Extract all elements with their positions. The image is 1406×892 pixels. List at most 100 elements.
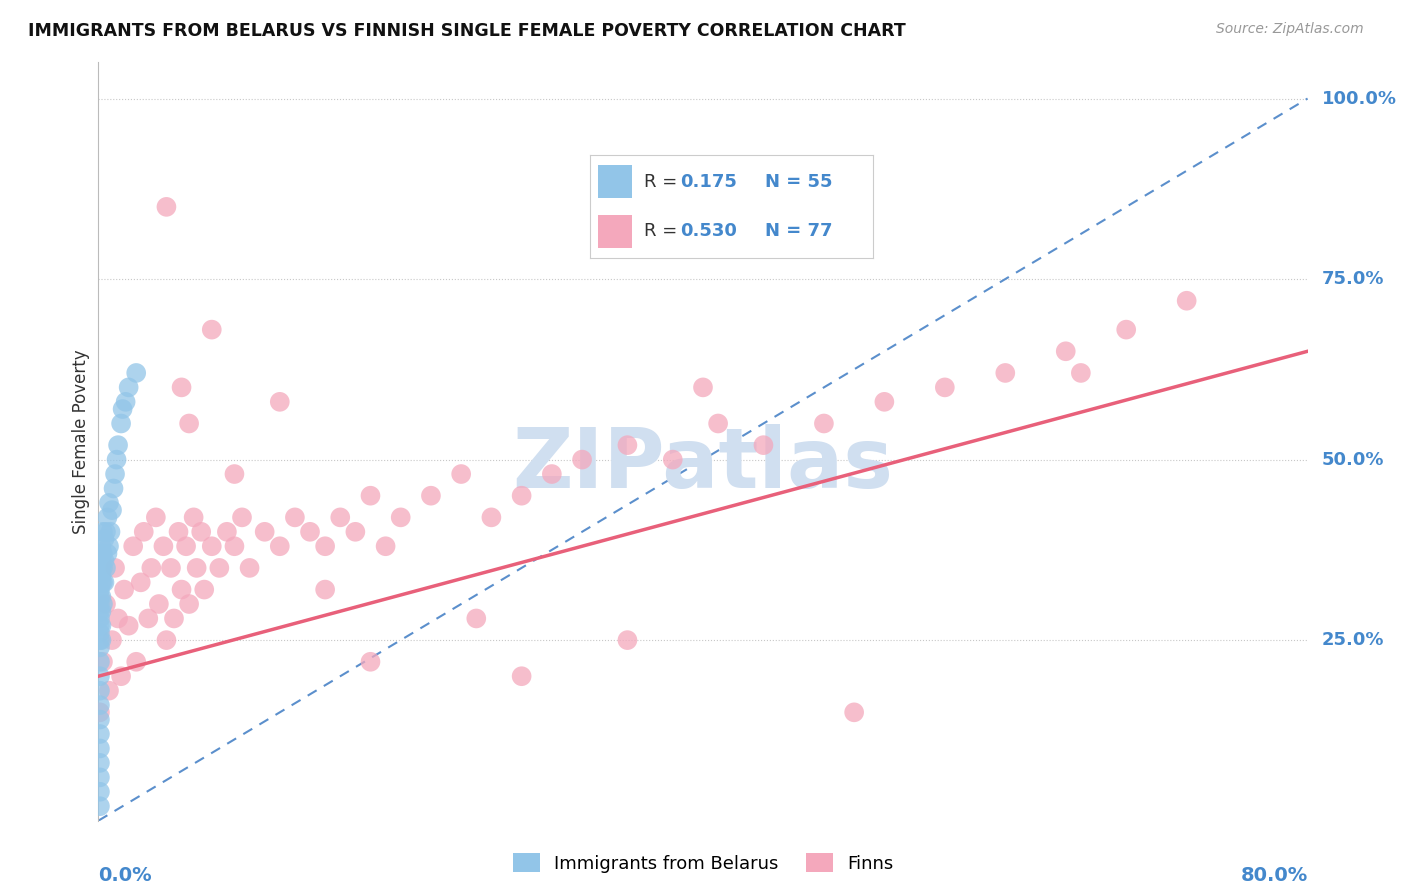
Point [89,698,111,712]
Point [329,510,352,524]
Point [104,467,127,481]
Point [148,597,170,611]
Point [90,568,112,582]
Point [170,582,193,597]
Point [93,575,115,590]
Point [269,539,291,553]
Point [90,561,112,575]
Text: 100.0%: 100.0% [1322,89,1398,108]
Point [136,611,159,625]
Point [125,655,148,669]
Point [89,799,111,814]
Text: N = 55: N = 55 [765,173,832,191]
Point [616,633,638,648]
Point [91,561,114,575]
Point [314,582,336,597]
Y-axis label: Single Female Poverty: Single Female Poverty [72,350,90,533]
Point [112,582,135,597]
Point [110,669,132,683]
Point [844,706,866,720]
Point [90,604,112,618]
Point [201,539,224,553]
Point [420,489,443,503]
Point [481,510,503,524]
Point [89,633,111,648]
Text: 50.0%: 50.0% [1322,450,1385,468]
Point [167,524,190,539]
Point [96,510,118,524]
Point [752,438,775,452]
Point [89,683,111,698]
Point [190,524,212,539]
Point [90,633,112,648]
Point [269,394,291,409]
Point [1054,344,1077,359]
Point [873,394,896,409]
Point [141,561,163,575]
Point [91,575,114,590]
Point [1115,323,1137,337]
Point [374,539,396,553]
Point [89,655,111,669]
Point [90,618,112,632]
Point [94,597,117,611]
Point [98,683,121,698]
Point [571,452,593,467]
Point [1070,366,1092,380]
Point [314,539,336,553]
Point [183,510,205,524]
Point [90,575,112,590]
Point [89,756,111,770]
Point [104,561,127,575]
Point [253,524,276,539]
Point [89,582,111,597]
Point [132,524,155,539]
Point [89,604,111,618]
Point [813,417,835,431]
Text: IMMIGRANTS FROM BELARUS VS FINNISH SINGLE FEMALE POVERTY CORRELATION CHART: IMMIGRANTS FROM BELARUS VS FINNISH SINGL… [28,22,905,40]
Point [224,467,246,481]
Point [90,554,112,568]
Point [510,669,533,683]
Point [692,380,714,394]
Point [284,510,307,524]
Point [616,438,638,452]
Point [91,524,114,539]
Point [994,366,1017,380]
Point [360,655,382,669]
Point [103,482,125,496]
Point [224,539,246,553]
Point [89,597,111,611]
Point [934,380,956,394]
Point [239,561,262,575]
Point [89,618,111,632]
Point [193,582,215,597]
Point [89,611,111,625]
Point [101,633,124,648]
Point [91,546,114,560]
Point [89,669,111,683]
Point [94,561,117,575]
Point [174,539,197,553]
Point [208,561,231,575]
Text: 0.175: 0.175 [681,173,737,191]
Point [360,489,382,503]
Point [98,539,121,553]
Point [89,706,111,720]
Text: Source: ZipAtlas.com: Source: ZipAtlas.com [1216,22,1364,37]
Point [122,539,145,553]
Point [89,626,111,640]
Point [465,611,488,625]
Legend: Immigrants from Belarus, Finns: Immigrants from Belarus, Finns [505,846,901,880]
Point [389,510,412,524]
Text: 0.0%: 0.0% [98,866,152,885]
Point [98,496,121,510]
Point [93,532,115,546]
Point [152,539,174,553]
Point [90,546,112,560]
Point [160,561,183,575]
Point [89,785,111,799]
Point [155,200,177,214]
Point [118,618,141,632]
Bar [599,215,633,248]
